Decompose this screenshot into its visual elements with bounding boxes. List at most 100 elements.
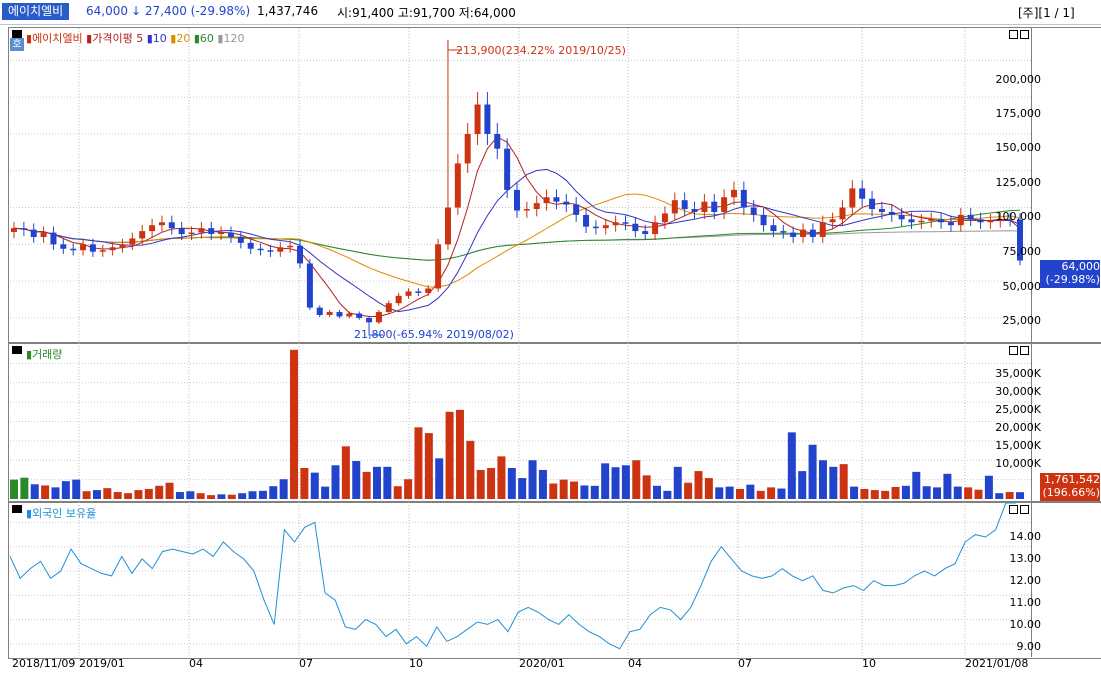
legend-ma-60: 60 [199,32,214,45]
last-price-tag: 64,000 (-29.98%) [1040,260,1100,288]
candle-body [435,244,442,289]
candle-body [1017,219,1023,261]
last-price-change: (-29.98%) [1045,273,1101,286]
volume-bar [155,485,164,499]
candle-body [918,220,925,223]
volume-bar [601,463,610,499]
low-annotation: 21,800(-65.94% 2019/08/02) [354,328,514,341]
volume-bar [487,468,496,499]
volume-bar [507,468,516,499]
candle-body [297,245,304,264]
candle-body [790,232,797,237]
volume-bar [673,466,682,499]
foreign-y-tick: 13.00 [1009,552,1042,565]
candle-body [987,220,994,223]
volume-bar [808,444,817,499]
candle-body [652,222,659,235]
price-panel-tab[interactable]: 호 [10,38,24,51]
candle-body [760,214,767,226]
volume-bar [321,486,330,499]
volume-bar [528,460,537,499]
price-panel[interactable] [8,27,1101,343]
candle-body [553,197,560,202]
volume-bar [974,489,983,499]
candle-body [661,213,668,223]
volume-bar [103,488,112,499]
candle-body [711,201,718,212]
candle-body [454,163,461,208]
candle-body [829,219,836,223]
volume-bar [891,486,900,499]
candle-body [573,204,580,215]
candle-body [632,223,639,232]
volume-bar [767,487,776,499]
panel-menu-icon[interactable] [12,505,22,513]
last-price-value: 64,000 [1061,260,1101,273]
candle-body [563,201,570,205]
period-indicator[interactable]: [주][1 / 1] [1018,6,1075,20]
candle-body [395,295,402,304]
volume-bar [455,409,464,499]
volume-bar [20,477,29,499]
volume-bar [10,479,18,499]
candle-body [198,228,205,233]
foreign-y-tick: 12.00 [1009,574,1042,587]
candle-body [523,209,530,211]
candle-body [691,209,698,212]
volume-bar [113,492,122,499]
candle-body [583,214,590,227]
candle-body [800,229,807,237]
panel-maximize-icon[interactable] [1020,30,1029,39]
candle-body [267,250,274,252]
volume-bar [663,490,672,499]
volume-bar [362,471,371,499]
volume-bar [746,484,755,499]
panel-maximize-icon[interactable] [1020,505,1029,514]
panel-menu-icon[interactable] [12,346,22,354]
volume-bar [839,464,848,499]
panel-menu-icon[interactable] [12,30,22,38]
volume-bar [497,456,506,499]
stock-name-field[interactable]: 에이치엘비 [2,3,70,20]
volume-bar [175,492,184,499]
volume-bar [549,483,558,499]
candle-body [878,209,885,212]
volume-bar [331,465,340,499]
volume-bar [165,482,174,499]
candle-body [494,133,501,149]
high-marker-line [447,39,462,51]
volume-bar [901,485,910,499]
panel-maximize-icon[interactable] [1020,346,1029,355]
foreign-ownership-panel[interactable] [8,502,1101,659]
candle-body [405,291,412,296]
panel-minimize-icon[interactable] [1009,505,1018,514]
candle-body [592,226,599,229]
legend-ma-10: 10 [152,32,167,45]
candle-body [158,222,165,226]
volume-bar [30,484,39,499]
volume-bar [621,465,630,499]
volume-value: 1,437,746 [257,4,319,18]
foreign-y-tick: 14.00 [1009,530,1042,543]
candle-body [849,188,856,208]
candle-body [60,244,67,249]
candle-body [109,247,116,251]
volume-bar [995,493,1004,499]
panel-minimize-icon[interactable] [1009,30,1018,39]
panel-minimize-icon[interactable] [1009,346,1018,355]
volume-bar [186,491,195,499]
volume-bar [632,460,641,499]
price-axis-divider [1031,27,1032,657]
price-legend: ▮에이치엘비 ▮가격이평 5 ▮10 ▮20 ▮60 ▮120 [26,32,245,45]
foreign-y-tick: 9.00 [1016,640,1042,653]
volume-bar [72,479,81,499]
candle-body [168,222,175,229]
low-marker-line [368,322,384,336]
foreign-ownership-line [9,502,1016,650]
last-volume-value: 1,761,542 [1044,473,1100,486]
volume-bar [570,481,579,499]
candle-body [336,312,343,317]
candle-body [543,197,550,204]
volume-bar [404,479,413,499]
x-axis-label: 07 [299,657,313,670]
